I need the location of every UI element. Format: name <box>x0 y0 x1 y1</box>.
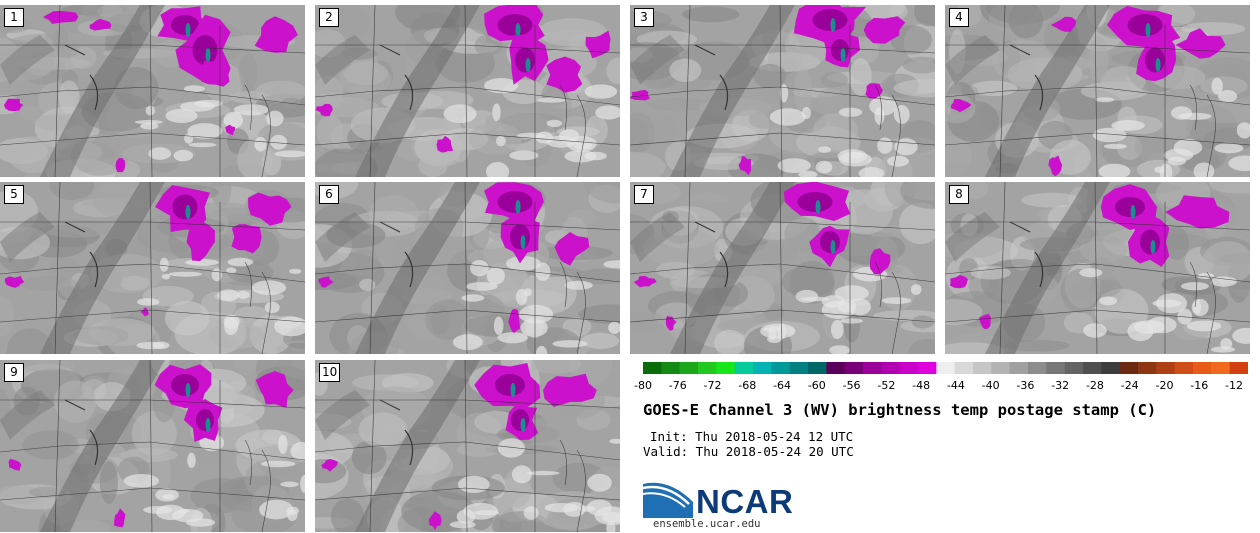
colorbar-tick-label: -80 <box>634 379 652 392</box>
ncar-logo-text: NCAR <box>696 483 794 520</box>
map-panel-5: 5 <box>0 182 305 354</box>
colorbar-labels: -80 -76 -72 -68 -64 -60 -56 -52 -48 -44 -40 -36 -32 -… <box>634 379 1248 393</box>
panel-number: 2 <box>319 8 339 27</box>
ncar-logo-icon <box>643 482 693 518</box>
colorbar <box>643 362 1248 374</box>
colorbar-swatch <box>991 362 1011 374</box>
colorbar-tick-label: -12 <box>1225 379 1243 392</box>
map-image <box>945 5 1250 177</box>
colorbar-swatch <box>1064 362 1084 374</box>
colorbar-swatch <box>1028 362 1047 374</box>
colorbar-swatch <box>844 362 864 374</box>
map-image <box>0 360 305 532</box>
colorbar-swatch <box>1101 362 1121 374</box>
init-time: Init: Thu 2018-05-24 12 UTC <box>650 429 854 444</box>
colorbar-swatch <box>918 362 937 374</box>
panel-number: 8 <box>949 185 969 204</box>
colorbar-tick-label: -36 <box>1016 379 1035 392</box>
colorbar-swatch <box>753 362 772 374</box>
colorbar-tick-label: -40 <box>981 379 1000 392</box>
colorbar-swatch <box>1046 362 1066 374</box>
colorbar-swatch <box>881 362 901 374</box>
colorbar-swatch <box>643 362 662 374</box>
colorbar-tick-label: -28 <box>1085 379 1104 392</box>
map-panel-3: 3 <box>630 5 935 177</box>
colorbar-swatch <box>973 362 992 374</box>
colorbar-tick-label: -44 <box>946 379 965 392</box>
colorbar-swatch <box>1211 362 1231 374</box>
colorbar-swatch <box>954 362 974 374</box>
colorbar-swatch <box>771 362 791 374</box>
map-image <box>0 182 305 354</box>
colorbar-tick-label: -48 <box>912 379 931 392</box>
colorbar-swatch <box>1156 362 1176 374</box>
panel-number: 6 <box>319 185 339 204</box>
panel-number: 1 <box>4 8 24 27</box>
colorbar-swatch <box>899 362 919 374</box>
map-image <box>630 5 935 177</box>
colorbar-swatch <box>826 362 846 374</box>
panel-number: 3 <box>634 8 654 27</box>
map-panel-10: 10 <box>315 360 620 532</box>
colorbar-tick-label: -68 <box>738 379 757 392</box>
map-panel-8: 8 <box>945 182 1250 354</box>
colorbar-swatch <box>789 362 809 374</box>
colorbar-tick-label: -24 <box>1120 379 1139 392</box>
panel-number: 9 <box>4 363 24 382</box>
map-panel-6: 6 <box>315 182 620 354</box>
map-panel-7: 7 <box>630 182 935 354</box>
colorbar-tick-label: -16 <box>1190 379 1209 392</box>
colorbar-swatch <box>1193 362 1212 374</box>
map-image <box>630 182 935 354</box>
colorbar-swatch <box>1119 362 1139 374</box>
colorbar-swatch <box>661 362 681 374</box>
colorbar-swatch <box>1138 362 1157 374</box>
colorbar-swatch <box>936 362 956 374</box>
colorbar-tick-label: -72 <box>703 379 722 392</box>
colorbar-tick-label: -20 <box>1155 379 1174 392</box>
colorbar-swatch <box>863 362 882 374</box>
colorbar-tick-label: -76 <box>668 379 687 392</box>
map-image <box>945 182 1250 354</box>
colorbar-swatch <box>1229 362 1248 374</box>
colorbar-swatch <box>734 362 754 374</box>
valid-time: Valid: Thu 2018-05-24 20 UTC <box>643 444 854 459</box>
panel-number: 5 <box>4 185 24 204</box>
map-panel-1: 1 <box>0 5 305 177</box>
map-panel-2: 2 <box>315 5 620 177</box>
map-image <box>315 360 620 532</box>
map-image <box>315 182 620 354</box>
colorbar-tick-label: -60 <box>807 379 826 392</box>
panel-number: 10 <box>319 363 341 382</box>
map-panel-4: 4 <box>945 5 1250 177</box>
figure-title: GOES-E Channel 3 (WV) brightness temp po… <box>643 401 1157 419</box>
map-panel-9: 9 <box>0 360 305 532</box>
colorbar-swatch <box>1009 362 1029 374</box>
colorbar-tick-label: -56 <box>842 379 861 392</box>
colorbar-tick-label: -32 <box>1051 379 1070 392</box>
map-image <box>315 5 620 177</box>
colorbar-swatch <box>698 362 717 374</box>
colorbar-swatch <box>1174 362 1194 374</box>
map-image <box>0 5 305 177</box>
logo-url: ensemble.ucar.edu <box>653 518 761 530</box>
colorbar-swatch <box>808 362 827 374</box>
panel-number: 4 <box>949 8 969 27</box>
colorbar-swatch <box>716 362 736 374</box>
colorbar-tick-label: -64 <box>773 379 792 392</box>
panel-number: 7 <box>634 185 654 204</box>
colorbar-swatch <box>679 362 699 374</box>
colorbar-tick-label: -52 <box>877 379 896 392</box>
colorbar-swatch <box>1083 362 1102 374</box>
